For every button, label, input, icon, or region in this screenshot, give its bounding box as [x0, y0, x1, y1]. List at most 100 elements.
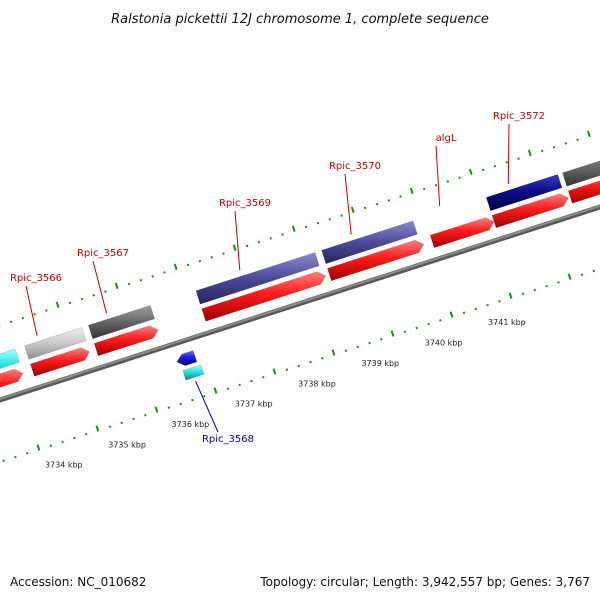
gene-label: Rpic_3572	[493, 111, 545, 122]
gene-feature-next	[562, 160, 600, 187]
minor-tick	[163, 271, 166, 274]
major-tick	[449, 311, 454, 318]
minor-tick	[143, 413, 147, 417]
minor-tick	[564, 142, 568, 145]
gene-feature-rpic3570	[321, 220, 418, 265]
kbp-tick-label: 3735 kbp	[108, 440, 146, 449]
minor-tick	[422, 187, 426, 191]
minor-tick	[262, 376, 265, 379]
minor-tick	[533, 288, 537, 292]
gene-label-leader	[507, 123, 510, 185]
cds-arrow	[93, 325, 159, 357]
minor-tick	[84, 432, 88, 436]
minor-tick	[2, 459, 5, 463]
minor-tick	[245, 244, 249, 248]
gene-label: Rpic_3568	[202, 434, 254, 445]
kbp-tick-label: 3740 kbp	[425, 339, 463, 348]
major-tick	[527, 149, 532, 157]
kbp-tick-label: 3739 kbp	[361, 359, 399, 368]
major-tick	[291, 225, 296, 233]
kbp-tick-label: 3737 kbp	[235, 400, 273, 409]
minor-tick	[92, 294, 95, 297]
major-tick	[409, 187, 414, 195]
minor-tick	[403, 330, 407, 333]
gene-feature-rpic3572	[485, 174, 563, 212]
backbone-line	[0, 204, 600, 403]
minor-tick	[344, 349, 348, 352]
cds-arrow	[491, 193, 569, 229]
minor-tick	[462, 311, 466, 314]
gene-feature-rpic3568-cds	[182, 364, 205, 381]
major-tick	[213, 387, 218, 394]
minor-tick	[226, 387, 230, 390]
minor-tick	[132, 417, 135, 421]
kbp-tick-label: 3741 kbp	[488, 318, 526, 327]
gene-label: algL	[436, 133, 457, 144]
cds-arrow	[201, 271, 326, 322]
minor-tick	[68, 301, 72, 305]
major-tick	[331, 349, 336, 356]
minor-tick	[238, 383, 241, 387]
minor-tick	[380, 338, 383, 341]
minor-tick	[415, 326, 419, 330]
outer-tick-row	[0, 130, 600, 327]
gene-label: Rpic_3570	[329, 161, 381, 172]
minor-tick	[458, 176, 461, 179]
gene-label-leader	[25, 285, 38, 336]
gene-feature-lightgrey	[24, 327, 87, 360]
minor-tick	[521, 292, 525, 296]
major-tick	[390, 330, 395, 337]
minor-tick	[321, 357, 324, 360]
minor-tick	[139, 278, 143, 282]
minor-tick	[45, 309, 48, 312]
major-tick	[272, 368, 277, 375]
minor-tick	[368, 341, 371, 345]
major-tick	[232, 244, 237, 251]
cds-arrow	[429, 217, 495, 249]
gene-feature-rpic3569	[195, 252, 320, 305]
minor-tick	[439, 319, 442, 322]
minor-tick	[33, 313, 36, 316]
cds-arrow	[567, 180, 600, 204]
cds-arrow	[0, 368, 24, 388]
minor-tick	[517, 157, 520, 160]
major-tick	[350, 206, 355, 214]
minor-tick	[281, 233, 284, 236]
minor-tick	[179, 402, 182, 406]
minor-tick	[540, 149, 544, 153]
minor-tick	[493, 164, 497, 168]
minor-tick	[73, 436, 76, 440]
major-tick	[95, 425, 100, 432]
minor-tick	[186, 263, 190, 267]
kbp-tick-label: 3738 kbp	[298, 379, 336, 388]
minor-tick	[486, 303, 489, 307]
minor-tick	[285, 368, 289, 371]
minor-tick	[375, 202, 379, 206]
minor-tick	[356, 345, 359, 349]
major-tick	[468, 168, 473, 176]
gene-label: Rpic_3567	[77, 248, 129, 259]
kbp-tick-label: 3736 kbp	[172, 420, 210, 429]
gene-label-leader	[435, 145, 441, 207]
minor-tick	[446, 180, 450, 183]
minor-tick	[304, 225, 308, 229]
minor-tick	[545, 284, 548, 288]
minor-tick	[328, 218, 331, 221]
gene-feature-grey	[88, 305, 155, 340]
minor-tick	[191, 398, 194, 402]
gene-label-leader	[344, 173, 352, 235]
minor-tick	[505, 161, 509, 164]
minor-tick	[580, 273, 584, 277]
minor-tick	[222, 252, 225, 255]
minor-tick	[25, 451, 29, 455]
gene-label-leader	[195, 380, 219, 433]
major-tick	[36, 444, 41, 451]
minor-tick	[9, 320, 13, 324]
major-tick	[154, 406, 159, 413]
gene-label: Rpic_3569	[219, 198, 271, 209]
minor-tick	[474, 307, 478, 311]
cds-arrow	[30, 347, 90, 377]
minor-tick	[363, 206, 367, 210]
minor-tick	[108, 425, 112, 428]
